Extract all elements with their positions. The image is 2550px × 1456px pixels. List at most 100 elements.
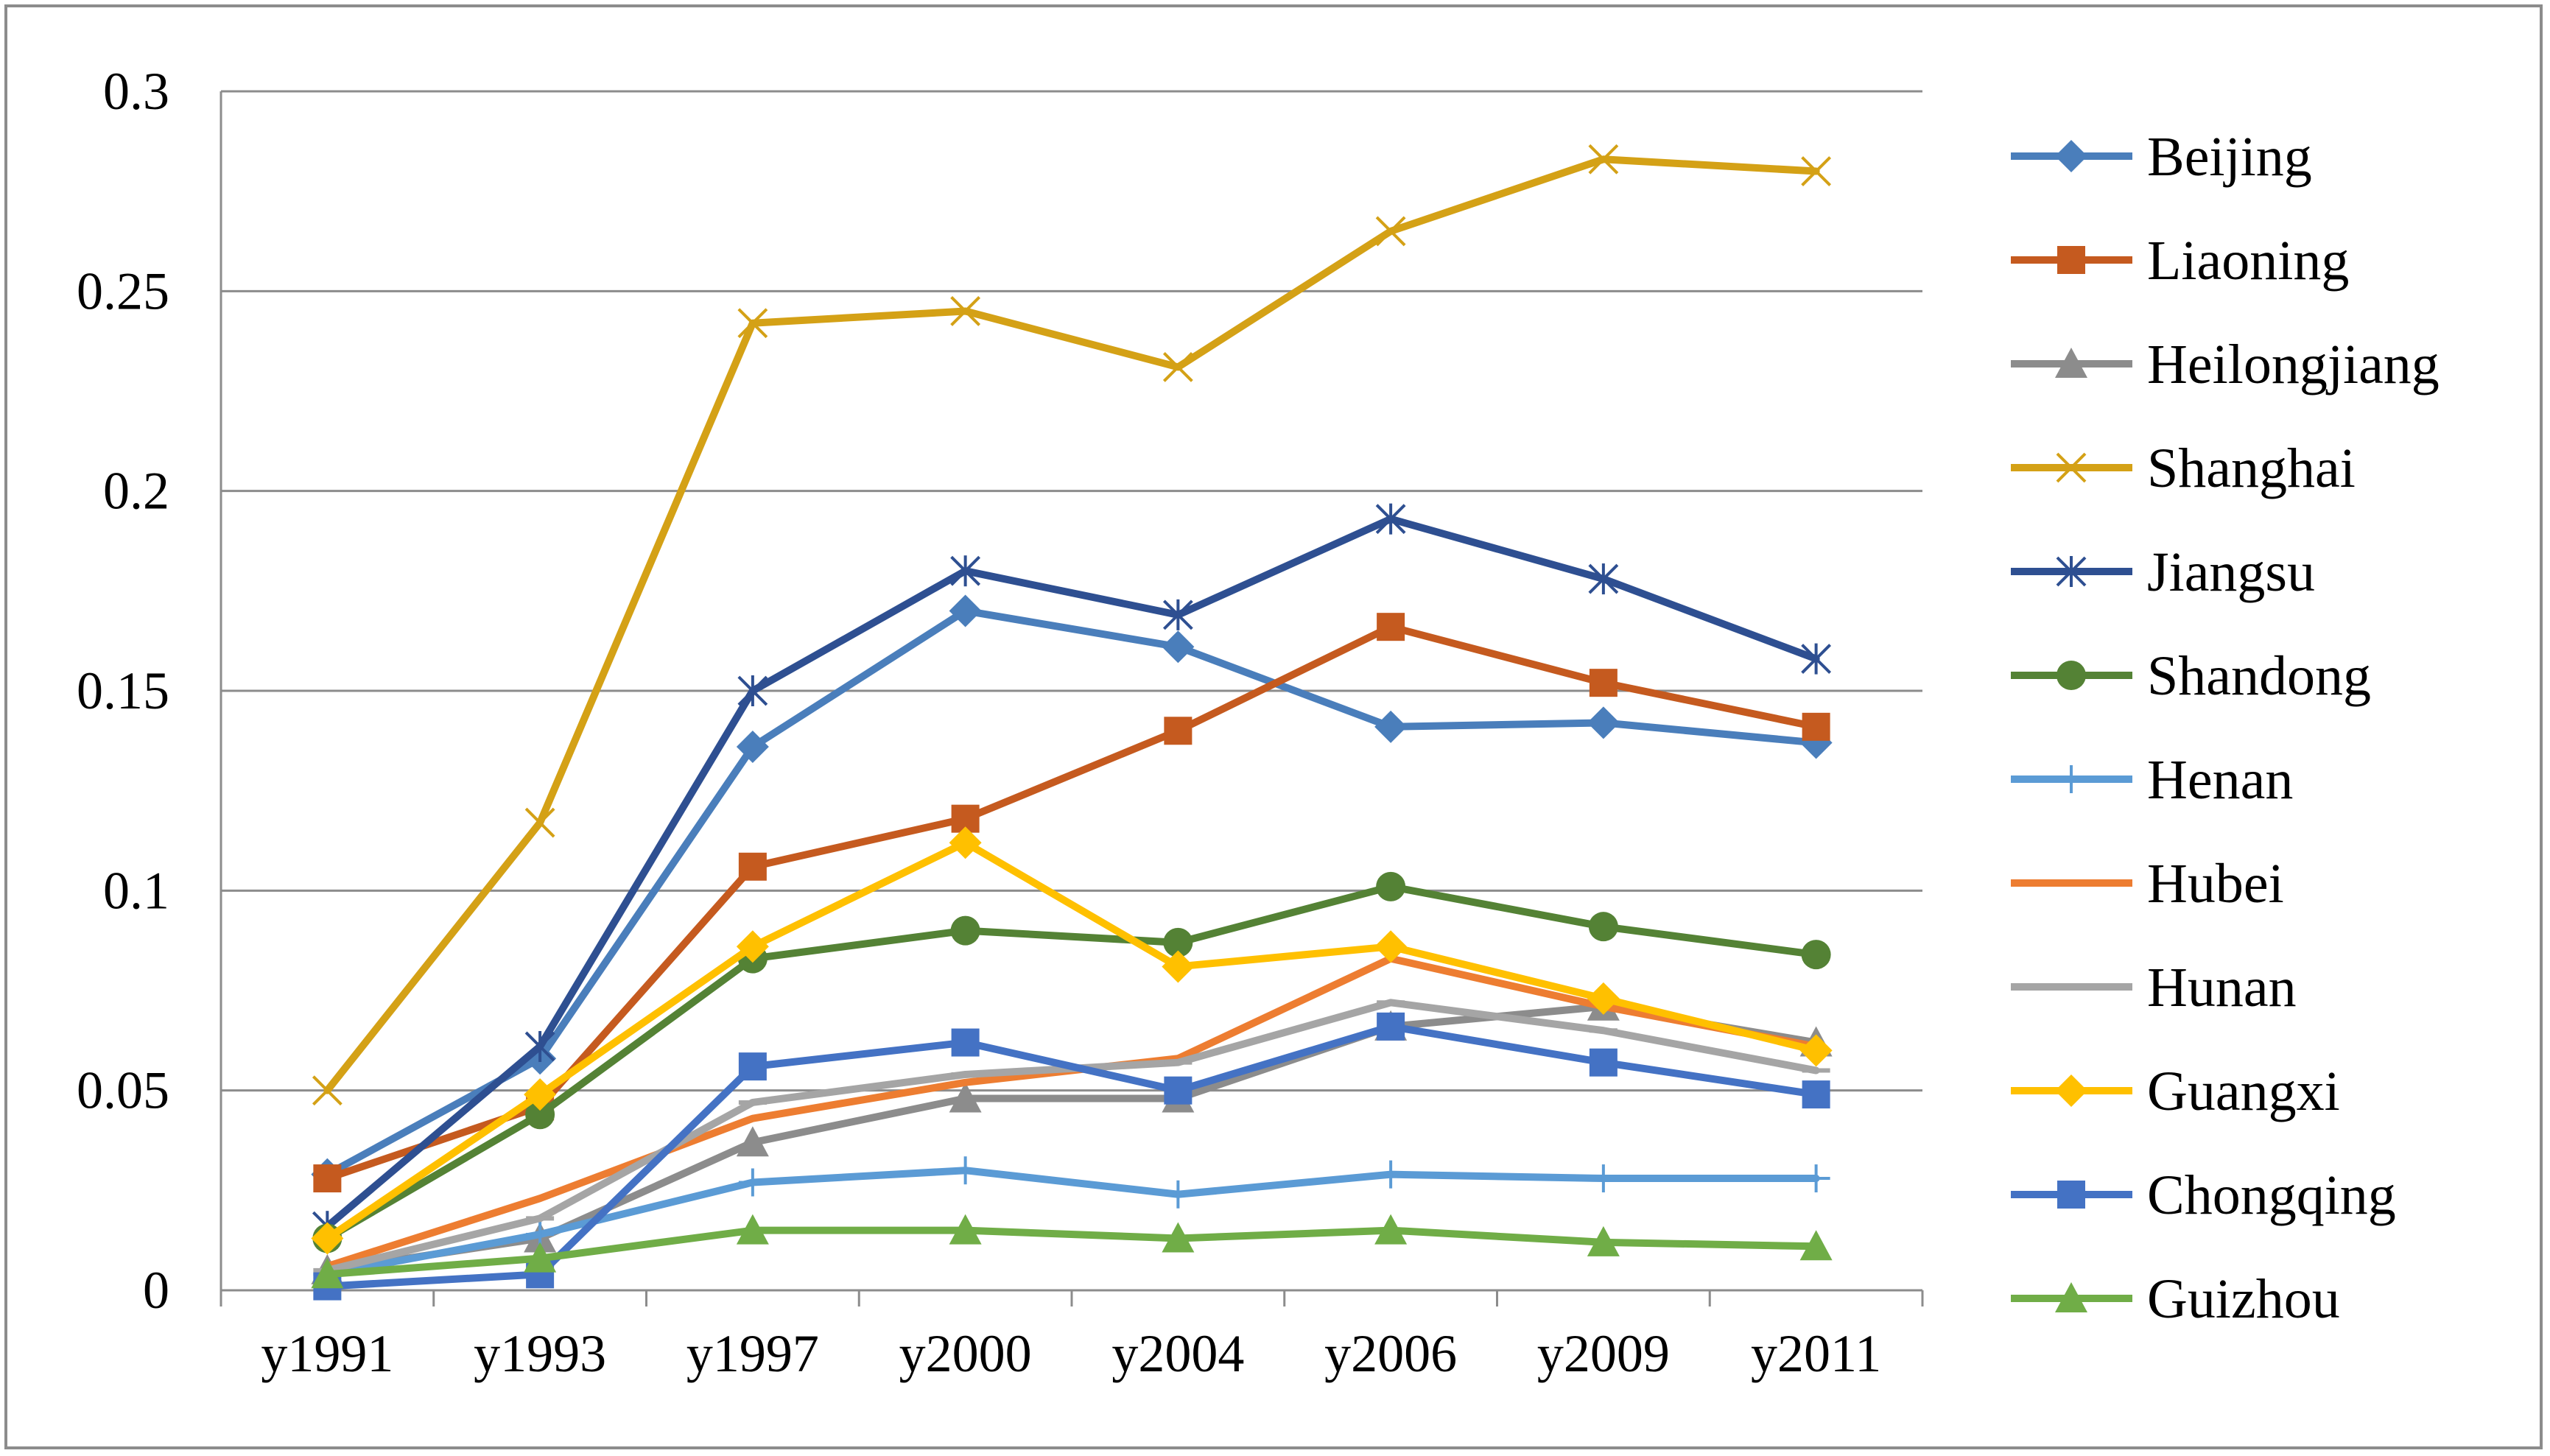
marker-stroke — [2056, 452, 2087, 483]
x-tick-label: y2000 — [899, 1324, 1032, 1383]
series-line-beijing — [323, 607, 1820, 1178]
y-tick-label: 0.25 — [77, 261, 169, 320]
legend-label: Heilongjiang — [2147, 334, 2440, 395]
legend-item-chongqing[interactable]: Chongqing — [2011, 1164, 2396, 1226]
data-point-shanghai — [1588, 144, 1619, 175]
legend-marker-heilongjiang — [2055, 348, 2087, 378]
data-point-guizhou — [1799, 1230, 1833, 1261]
marker-stroke — [524, 807, 555, 838]
x-tick-label: y2011 — [1751, 1324, 1881, 1383]
legend-item-henan[interactable]: Henan — [2011, 749, 2293, 811]
grid-layer — [221, 90, 1922, 1092]
series-henan — [313, 1156, 1830, 1289]
data-point-beijing — [1162, 630, 1195, 664]
legend-item-shanghai[interactable]: Shanghai — [2011, 437, 2356, 499]
marker-stroke — [1162, 352, 1193, 382]
data-point-beijing — [949, 594, 982, 627]
data-point-guangxi — [1374, 930, 1408, 963]
data-point-guangxi — [1799, 1034, 1833, 1067]
data-point-shandong — [1376, 871, 1406, 901]
series-layer — [311, 144, 1833, 1301]
data-point-jiangsu — [1375, 503, 1406, 535]
legend-item-shandong[interactable]: Shandong — [2011, 645, 2371, 707]
data-point-jiangsu — [950, 555, 981, 587]
data-point-shanghai — [524, 807, 555, 838]
series-jiangsu — [312, 503, 1832, 1242]
legend-marker-guizhou — [2055, 1282, 2087, 1312]
series-line-shandong — [323, 882, 1820, 1242]
series-line-jiangsu — [323, 515, 1820, 1231]
marker-stroke — [1375, 216, 1406, 247]
data-point-henan — [1802, 1164, 1830, 1193]
legend-marker-jiangsu — [2056, 556, 2087, 587]
data-point-chongqing — [738, 1052, 767, 1081]
data-point-beijing — [1374, 710, 1408, 743]
legend-item-guizhou[interactable]: Guizhou — [2011, 1268, 2340, 1330]
data-point-henan — [1589, 1164, 1618, 1193]
legend: Beijing Liaoning Heilongjiang Shanghai Jiang… — [2011, 126, 2440, 1330]
data-point-heilongjiang — [949, 1082, 982, 1113]
legend-item-liaoning[interactable]: Liaoning — [2011, 230, 2349, 292]
data-point-shanghai — [1162, 352, 1193, 382]
series-line-guizhou — [323, 1226, 1820, 1279]
legend-marker-guangxi — [2055, 1075, 2087, 1107]
legend-marker-liaoning — [2057, 246, 2085, 274]
data-point-guangxi — [1162, 950, 1195, 983]
data-point-guizhou — [311, 1258, 344, 1289]
legend-label: Henan — [2147, 749, 2293, 811]
data-point-shanghai — [1375, 216, 1406, 247]
x-tick-label: y1991 — [261, 1324, 393, 1383]
data-point-jiangsu — [1162, 599, 1193, 630]
legend-item-guangxi[interactable]: Guangxi — [2011, 1061, 2340, 1122]
data-point-liaoning — [1377, 613, 1405, 641]
legend-label: Chongqing — [2147, 1164, 2396, 1226]
legend-item-jiangsu[interactable]: Jiangsu — [2011, 541, 2315, 603]
marker-stroke — [312, 1075, 343, 1106]
legend-label: Liaoning — [2147, 230, 2349, 292]
data-point-jiangsu — [1588, 563, 1619, 595]
series-shanghai — [312, 144, 1832, 1106]
series-line-chongqing — [323, 1022, 1820, 1290]
x-tick-label: y2009 — [1537, 1324, 1670, 1383]
legend-marker-shanghai — [2056, 452, 2087, 483]
data-point-liaoning — [1802, 712, 1830, 741]
data-point-guizhou — [524, 1242, 557, 1273]
data-point-beijing — [736, 730, 769, 763]
legend-label: Hunan — [2147, 957, 2297, 1019]
series-line-henan — [323, 1167, 1820, 1279]
axis-layer: 0 0.05 0.1 0.15 0.2 0.25 0.3 y1991 y1993 y1997 y20… — [77, 62, 1924, 1383]
data-point-chongqing — [1164, 1076, 1193, 1105]
legend-item-heilongjiang[interactable]: Heilongjiang — [2011, 334, 2440, 395]
data-point-henan — [1164, 1180, 1193, 1209]
legend-label: Jiangsu — [2147, 541, 2315, 603]
data-point-shandong — [1163, 927, 1193, 957]
y-tick-label: 0.15 — [77, 661, 169, 720]
data-point-jiangsu — [737, 675, 768, 706]
legend-item-hunan[interactable]: Hunan — [2011, 957, 2297, 1019]
series-guangxi — [311, 826, 1833, 1255]
data-point-guizhou — [949, 1214, 982, 1245]
data-point-henan — [951, 1156, 980, 1185]
legend-item-hubei[interactable]: Hubei — [2011, 853, 2284, 915]
data-point-shandong — [1588, 912, 1618, 942]
legend-label: Shandong — [2147, 645, 2371, 707]
data-point-chongqing — [1377, 1012, 1405, 1041]
marker-stroke — [1801, 156, 1832, 186]
data-point-shanghai — [312, 1075, 343, 1106]
data-point-jiangsu — [1801, 643, 1832, 675]
y-tick-label: 0.05 — [77, 1061, 169, 1120]
data-point-shandong — [950, 915, 980, 946]
data-point-henan — [738, 1168, 767, 1197]
y-tick-label: 0.1 — [103, 861, 169, 920]
data-point-shanghai — [1801, 156, 1832, 186]
data-point-guangxi — [311, 1222, 344, 1255]
legend-marker-chongqing — [2057, 1181, 2085, 1209]
data-point-henan — [1377, 1160, 1405, 1189]
data-point-guangxi — [524, 1078, 557, 1111]
data-point-shanghai — [737, 308, 768, 339]
data-point-shandong — [1801, 940, 1831, 970]
legend-item-beijing[interactable]: Beijing — [2011, 126, 2312, 188]
series-guizhou — [311, 1214, 1833, 1289]
data-point-guizhou — [1587, 1225, 1620, 1256]
